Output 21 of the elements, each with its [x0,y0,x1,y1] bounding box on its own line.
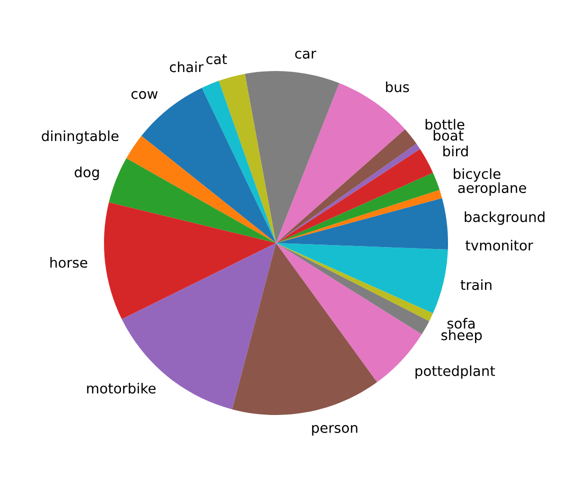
slice-label: boat [434,130,464,141]
slice-label: cow [131,91,158,99]
slice-label: person [312,425,358,436]
slice-label: sheep [441,330,482,343]
slice-label: bird [443,146,468,156]
slice-label: aeroplane [458,182,526,196]
slice-label: horse [50,257,88,268]
slice-label: pottedplant [416,365,495,379]
slice-label: sofa [447,318,475,329]
slice-label: bus [386,81,409,92]
slice-label: train [460,279,492,290]
slice-label: bottle [426,118,464,130]
slice-label: diningtable [42,130,118,144]
slice-label: chair [170,61,204,72]
slice-label: dog [74,166,99,180]
slice-label: tvmonitor [466,240,534,251]
slice-label: car [295,50,316,59]
slice-label: cat [206,54,227,64]
slice-label: bicycle [454,168,500,182]
slice-label: background [464,211,544,225]
slice-label: motorbike [87,382,156,394]
